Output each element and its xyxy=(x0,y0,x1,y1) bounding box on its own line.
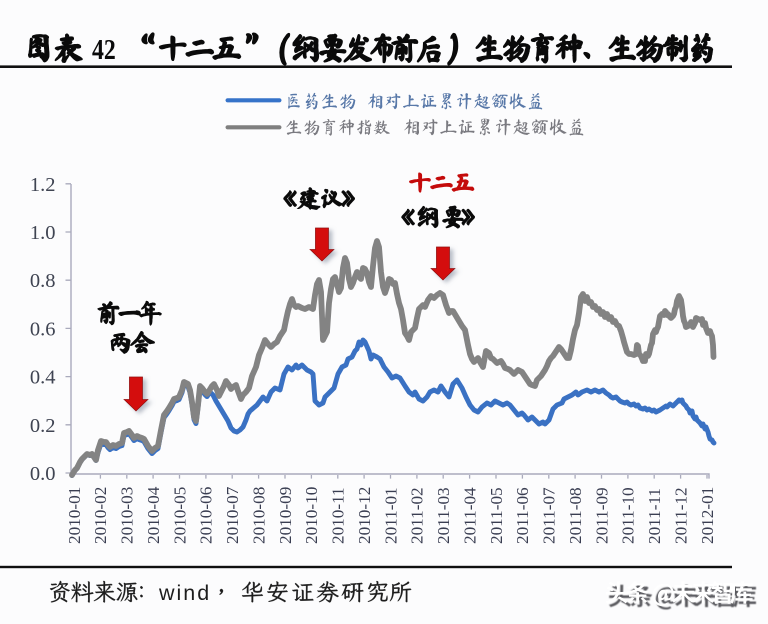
svg-text:2010-10: 2010-10 xyxy=(302,487,321,544)
svg-text:0.2: 0.2 xyxy=(30,415,56,437)
svg-text:2011-06: 2011-06 xyxy=(513,487,532,544)
svg-text:2011-08: 2011-08 xyxy=(566,487,585,544)
svg-text:2010-05: 2010-05 xyxy=(170,487,189,544)
svg-text:2010-11: 2010-11 xyxy=(329,487,348,544)
svg-text:2010-02: 2010-02 xyxy=(91,487,110,544)
svg-text:2010-12: 2010-12 xyxy=(355,487,374,544)
svg-text:2011-01: 2011-01 xyxy=(381,487,400,544)
svg-text:2010-01: 2010-01 xyxy=(65,487,84,544)
svg-text:1.0: 1.0 xyxy=(30,222,56,244)
svg-text:2010-03: 2010-03 xyxy=(118,487,137,544)
svg-text:2011-04: 2011-04 xyxy=(460,487,479,544)
svg-text:0.8: 0.8 xyxy=(30,270,56,292)
svg-text:2012-01: 2012-01 xyxy=(698,487,717,544)
svg-text:0.0: 0.0 xyxy=(30,463,56,485)
svg-text:2011-03: 2011-03 xyxy=(434,487,453,544)
svg-text:2011-12: 2011-12 xyxy=(671,487,690,544)
svg-text:0.6: 0.6 xyxy=(30,318,56,340)
svg-text:2011-11: 2011-11 xyxy=(645,488,664,544)
svg-text:1.2: 1.2 xyxy=(30,174,56,196)
svg-text:wind: wind xyxy=(158,581,211,605)
svg-text:42: 42 xyxy=(92,34,116,65)
svg-text:2010-09: 2010-09 xyxy=(276,487,295,544)
svg-text:0.4: 0.4 xyxy=(30,367,56,389)
svg-text:2011-10: 2011-10 xyxy=(619,487,638,544)
svg-text:2010-08: 2010-08 xyxy=(249,487,268,544)
svg-text:2011-07: 2011-07 xyxy=(540,487,559,544)
svg-text:2011-05: 2011-05 xyxy=(487,487,506,544)
svg-text:2011-09: 2011-09 xyxy=(592,487,611,544)
svg-text:2010-06: 2010-06 xyxy=(197,486,216,544)
svg-text:2010-07: 2010-07 xyxy=(223,486,242,544)
svg-text:2010-04: 2010-04 xyxy=(144,486,163,544)
svg-text:2011-02: 2011-02 xyxy=(408,487,427,544)
